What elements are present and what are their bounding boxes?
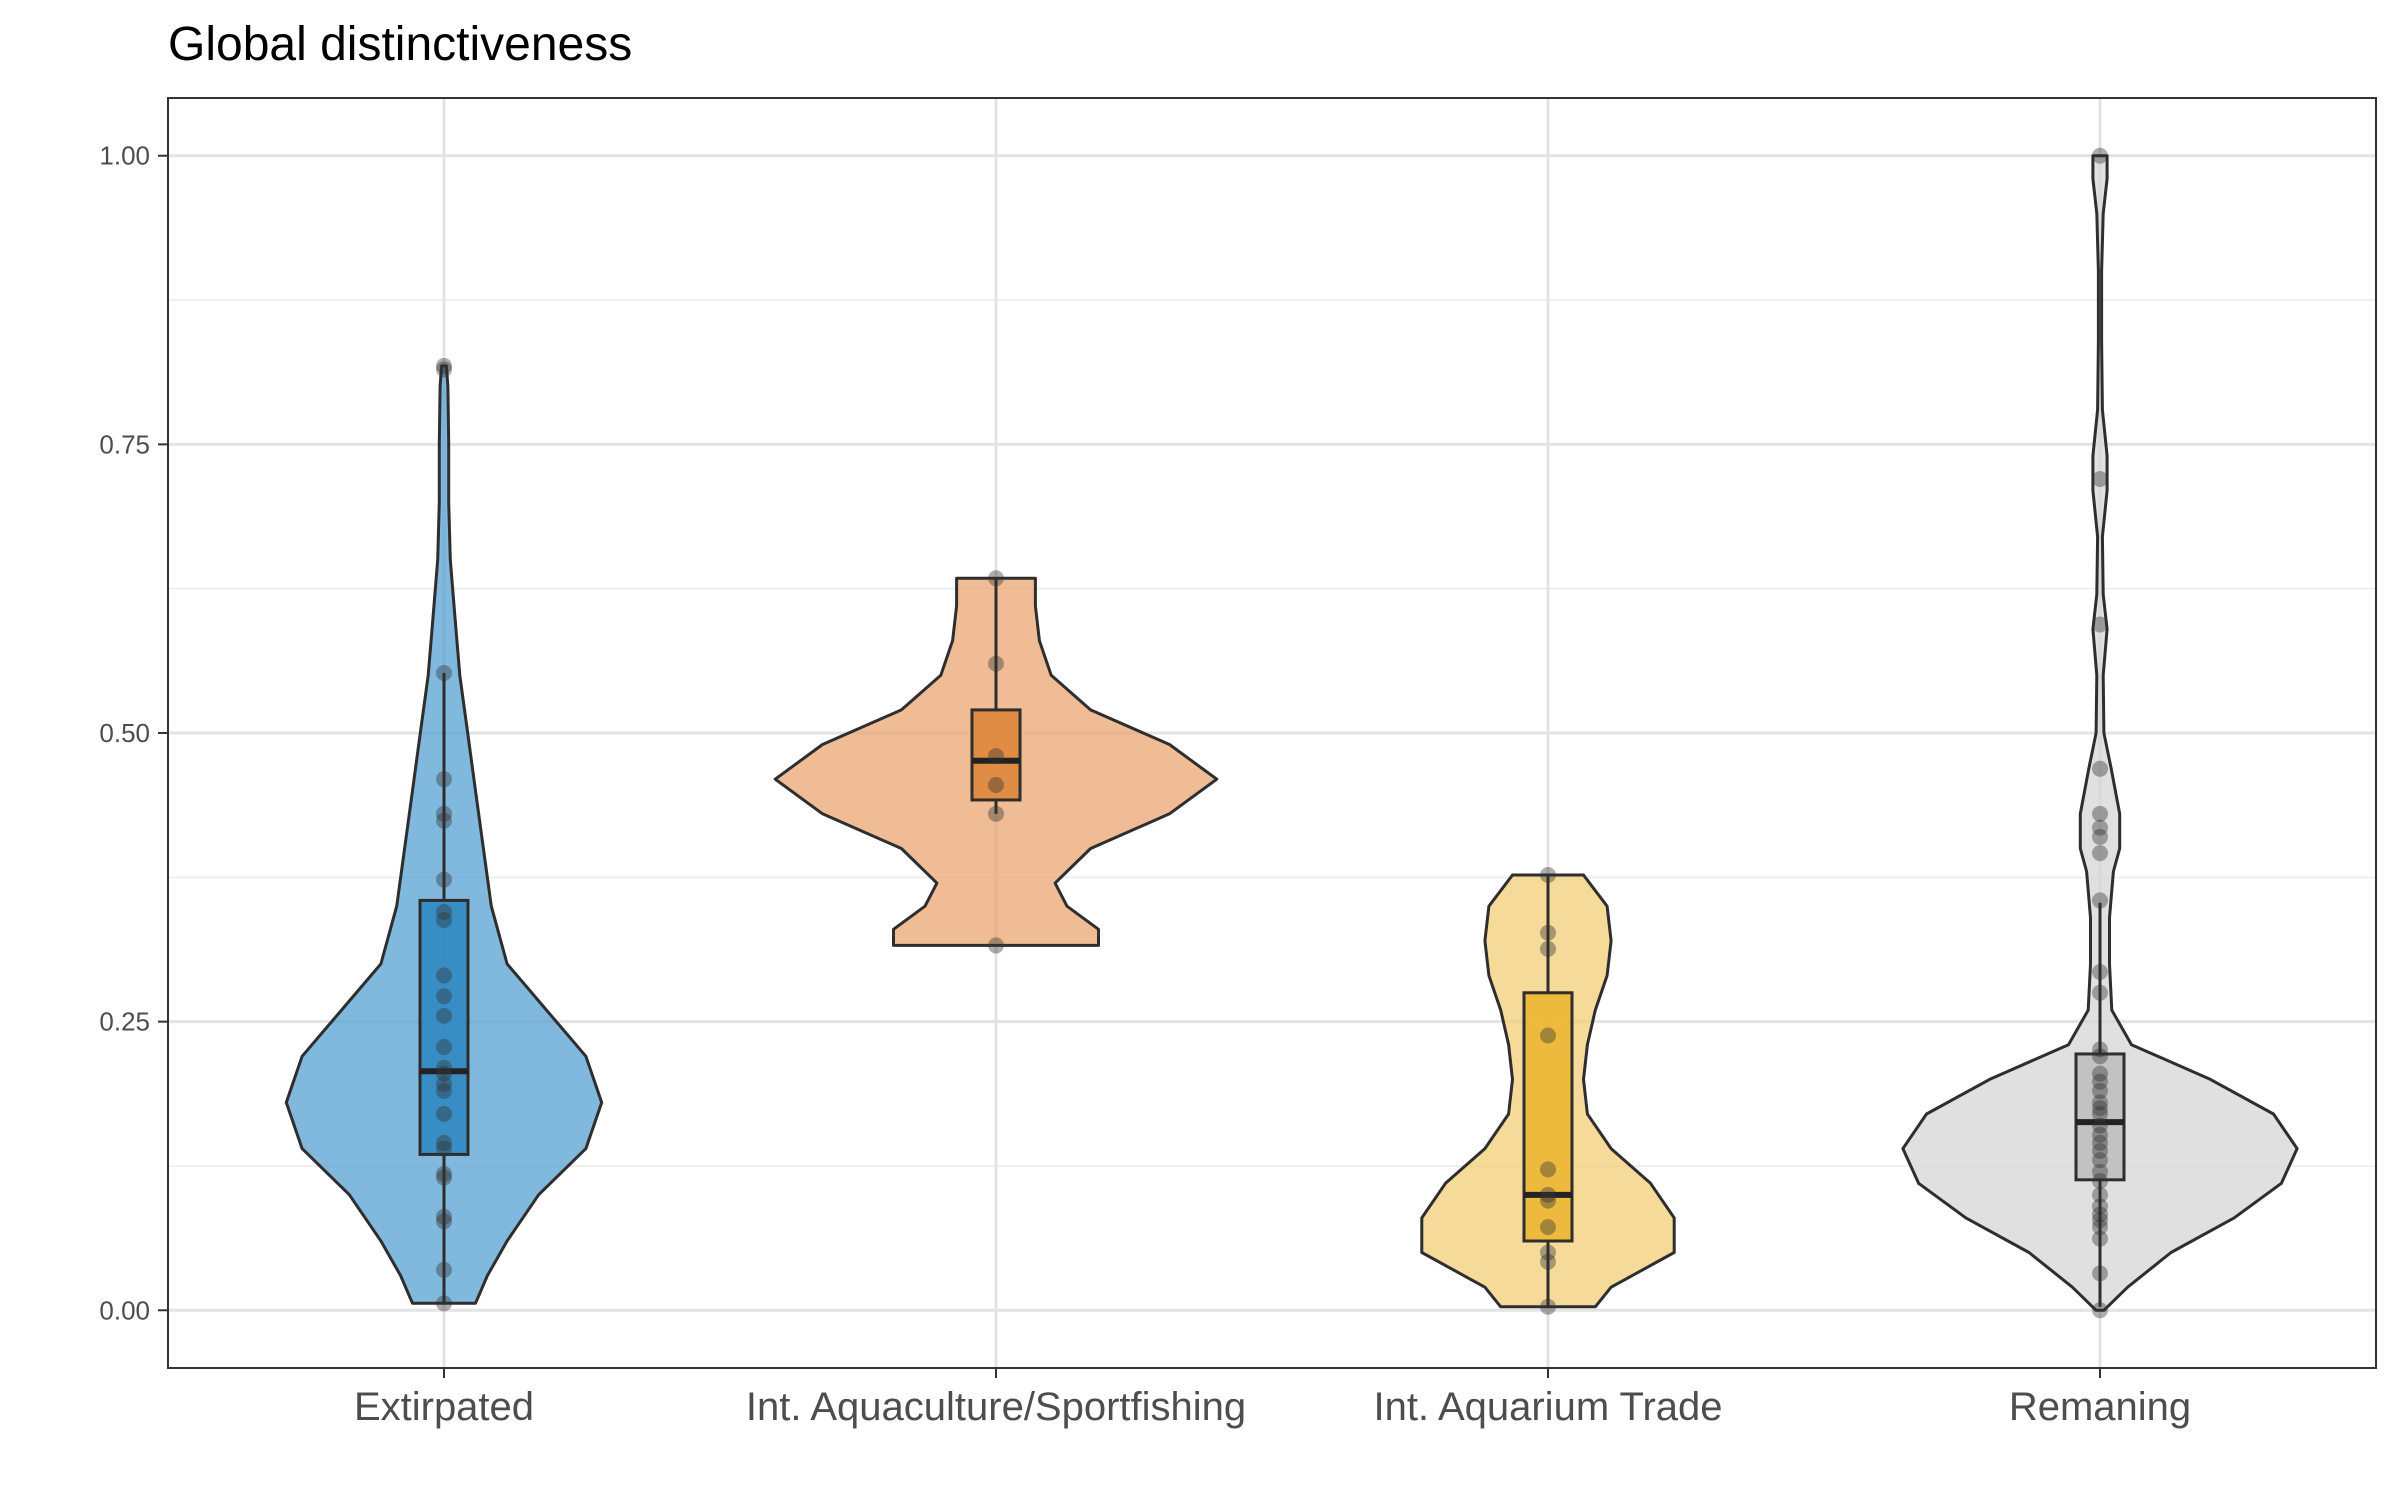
point-3-22 [2092,1142,2108,1159]
point-2-6 [1540,1192,1556,1209]
point-0-6 [436,871,452,888]
point-1-4 [988,805,1004,822]
point-0-9 [436,967,452,984]
point-3-7 [2092,845,2108,862]
point-0-10 [436,988,452,1005]
y-tick-label: 0.50 [99,718,150,748]
boxes-layer [418,578,2126,1307]
point-3-27 [2092,1198,2108,1215]
point-2-1 [1540,924,1556,941]
x-axis: Extirpated Int. Aquaculture/Sportfishing I… [354,1368,2191,1429]
point-3-31 [2092,1230,2108,1247]
y-tick-label: 0.25 [99,1007,150,1037]
point-3-0 [2092,147,2108,164]
point-0-11 [436,1007,452,1024]
point-2-5 [1540,1186,1556,1203]
point-0-17 [436,1106,452,1122]
point-0-5 [436,812,452,829]
point-0-25 [436,1295,452,1312]
point-0-22 [436,1208,452,1225]
point-0-2 [436,664,452,681]
point-0-3 [436,771,452,788]
point-0-1 [436,361,452,378]
point-3-4 [2092,805,2108,822]
point-3-9 [2092,963,2108,980]
point-2-2 [1540,940,1556,957]
point-3-14 [2092,1073,2108,1090]
point-0-7 [436,903,452,920]
point-0-12 [436,1039,452,1056]
box-0 [418,898,470,1156]
point-3-6 [2092,828,2108,845]
point-2-7 [1540,1219,1556,1236]
point-2-3 [1540,1027,1556,1044]
point-0-16 [436,1082,452,1099]
x-tick-label: Remaning [2009,1385,2191,1429]
x-tick-label: Extirpated [354,1385,534,1429]
y-tick-label: 0.00 [99,1295,150,1325]
violin-3 [1901,154,2299,1312]
point-1-2 [988,748,1004,765]
point-3-1 [2092,471,2108,487]
point-1-3 [988,776,1004,793]
point-3-28 [2092,1206,2108,1223]
point-2-9 [1540,1253,1556,1270]
point-0-23 [436,1213,452,1230]
point-0-20 [436,1166,452,1183]
point-3-26 [2092,1186,2108,1203]
point-0-13 [436,1059,452,1076]
point-0-14 [436,1065,452,1082]
point-3-20 [2092,1126,2108,1143]
y-tick-label: 1.00 [99,141,150,171]
points-layer [436,147,2108,1319]
point-3-29 [2092,1212,2108,1229]
point-3-11 [2092,1041,2108,1058]
point-3-5 [2092,819,2108,836]
point-3-32 [2092,1265,2108,1282]
point-0-8 [436,912,452,929]
point-3-8 [2092,892,2108,909]
point-0-4 [436,805,452,822]
chart-title: Global distinctiveness [168,18,632,71]
point-3-30 [2092,1219,2108,1236]
point-3-21 [2092,1134,2108,1151]
point-3-25 [2092,1172,2108,1189]
point-3-16 [2092,1094,2108,1111]
point-0-24 [436,1261,452,1278]
point-1-1 [988,655,1004,672]
point-3-12 [2092,1048,2108,1065]
point-0-15 [436,1075,452,1092]
point-3-24 [2092,1163,2108,1180]
point-2-10 [1540,1298,1556,1315]
point-1-5 [988,937,1004,954]
point-3-2 [2092,616,2108,633]
point-2-0 [1540,867,1556,884]
point-0-19 [436,1140,452,1157]
point-3-10 [2092,984,2108,1001]
point-2-8 [1540,1244,1556,1261]
point-3-33 [2092,1302,2108,1319]
box-3 [2074,1052,2126,1182]
point-3-23 [2092,1152,2108,1169]
point-3-15 [2092,1082,2108,1099]
point-3-3 [2092,760,2108,777]
x-tick-label: Int. Aquarium Trade [1373,1385,1722,1429]
point-0-21 [436,1169,452,1186]
point-3-19 [2092,1117,2108,1134]
y-axis: 0.00 0.25 0.50 0.75 1.00 [99,141,168,1325]
x-tick-label: Int. Aquaculture/Sportfishing [746,1385,1246,1429]
y-tick-label: 0.75 [99,429,150,459]
point-3-17 [2092,1100,2108,1117]
point-0-18 [436,1134,452,1151]
point-0-0 [436,357,452,374]
point-3-13 [2092,1065,2108,1082]
point-3-18 [2092,1106,2108,1122]
box-1 [970,708,1022,802]
box-2 [1522,991,1574,1243]
point-2-4 [1540,1161,1556,1178]
point-1-0 [988,570,1004,587]
